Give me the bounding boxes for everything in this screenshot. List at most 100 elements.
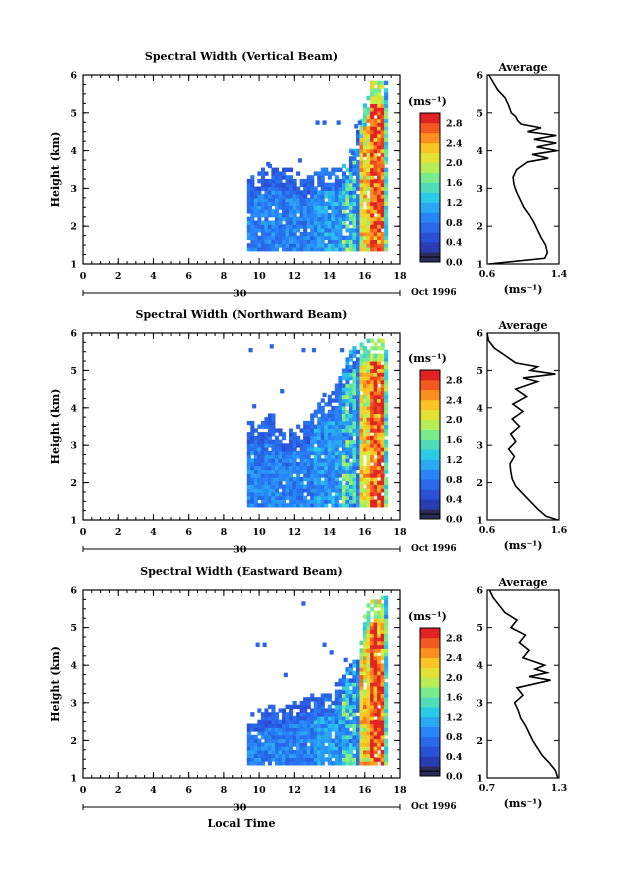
heatmap-cell [356,387,361,392]
heatmap-cell [260,239,265,244]
heatmap-cell [278,447,283,452]
heatmap-cell [352,224,357,229]
heatmap-cell [377,405,382,411]
colorbar-segment [420,162,440,173]
colorbar-unit: (ms⁻¹) [408,610,447,623]
heatmap-cell [373,190,378,195]
heatmap-cell [303,190,308,195]
heatmap-cell [341,462,346,467]
heatmap-cell [384,652,389,657]
heatmap-cell [310,243,315,248]
heatmap-cell [317,182,322,188]
heatmap-cell [334,391,339,396]
heatmap-cell [384,220,389,225]
heatmap-cell [257,194,262,199]
heatmap-cell [320,235,325,240]
heatmap-cell [246,432,251,437]
heatmap-cell [282,723,287,728]
heatmap-cell [313,473,318,478]
heatmap-cell [352,205,357,210]
heatmap-cell [299,761,304,766]
heatmap-cell [282,201,287,206]
heatmap-cell [384,231,389,237]
heatmap-cell [352,746,357,751]
heatmap-cell [366,484,371,489]
heatmap-cell [317,503,322,508]
heatmap-cell [352,731,357,736]
heatmap-cell [380,137,385,142]
heatmap-cell [292,734,297,740]
heatmap-cell [363,469,368,474]
profile-y-tick-label: 2 [476,736,483,747]
heatmap-cell [278,231,283,237]
heatmap-cell [370,197,375,203]
heatmap-cell [289,488,294,493]
heatmap-cell [313,228,318,233]
heatmap-cell [267,443,272,448]
heatmap-cell [275,712,280,717]
heatmap-cell [348,228,353,233]
heatmap-cell [370,633,375,638]
heatmap-cell [352,465,357,471]
heatmap-cell [370,435,375,441]
x-tick-label: 4 [150,271,157,282]
heatmap-cell [267,731,272,736]
heatmap-cell [292,753,297,758]
heatmap-cell [260,719,265,725]
heatmap-cell [320,491,325,497]
heatmap-cell [267,194,272,199]
heatmap-cell [345,693,350,698]
profile-title: Average [497,61,547,74]
heatmap-cell [384,689,389,694]
heatmap-cells [246,80,389,252]
heatmap-cell [380,364,385,370]
heatmap-cell [334,186,339,191]
heatmap-cell [327,428,332,433]
heatmap-cell [373,405,378,411]
colorbar-segment [420,222,440,233]
heatmap-cell [303,450,308,456]
heatmap-cell [363,439,368,444]
heatmap-cell [282,731,287,736]
heatmap-cell [253,469,258,474]
heatmap-cell [334,231,339,237]
heatmap-cell [348,473,353,478]
colorbar-segment [420,142,440,154]
heatmap-cell [345,394,350,399]
heatmap-cell [380,622,385,627]
heatmap-cell [366,361,371,366]
heatmap-cell [384,156,389,161]
colorbar-segment [420,687,440,698]
heatmap-cell [380,712,385,717]
heatmap-cell [282,742,287,747]
heatmap-cell [303,700,308,706]
heatmap-cell [348,201,353,206]
heatmap-cell [384,107,389,112]
heatmap-cell [296,443,301,448]
heatmap-cell [384,110,389,116]
heatmap-cell [271,231,276,237]
heatmap-cell [320,447,325,452]
heatmap-cell [377,685,382,691]
heatmap-cell [352,220,357,225]
heatmap-cell [366,182,371,188]
heatmap-cell [363,239,368,244]
heatmap-cell [370,499,375,504]
heatmap-cell [292,716,297,721]
profile-x-label: (ms⁻¹) [504,797,543,810]
heatmap-cell [348,667,353,672]
heatmap-cell [370,495,375,500]
heatmap-cell [334,484,339,489]
heatmap-cell [289,465,294,471]
heatmap-cell [384,618,389,623]
colorbar-segment [420,746,440,757]
heatmap-cell [380,719,385,725]
heatmap-cell [373,160,378,165]
heatmap-cell [303,697,308,702]
heatmap-cell [370,734,375,740]
heatmap-cell [366,409,371,414]
heatmap-cell [377,723,382,728]
heatmap-cell [289,727,294,732]
heatmap-cell [356,663,361,668]
heatmap-cell [278,213,283,218]
